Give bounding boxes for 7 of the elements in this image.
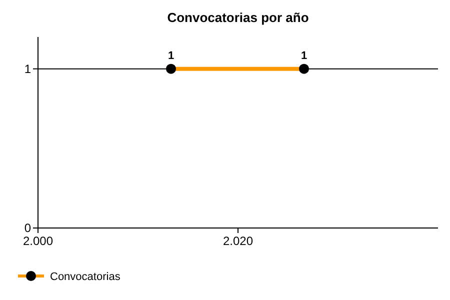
data-label: 1 xyxy=(168,50,174,62)
legend-label: Convocatorias xyxy=(50,271,121,283)
x-tick-label: 2.000 xyxy=(22,234,54,248)
data-label: 1 xyxy=(300,50,308,62)
y-tick-label: 0 xyxy=(24,221,32,235)
chart-title: Convocatorias por año xyxy=(167,10,309,25)
x-tick-label: 2.020 xyxy=(222,234,254,248)
